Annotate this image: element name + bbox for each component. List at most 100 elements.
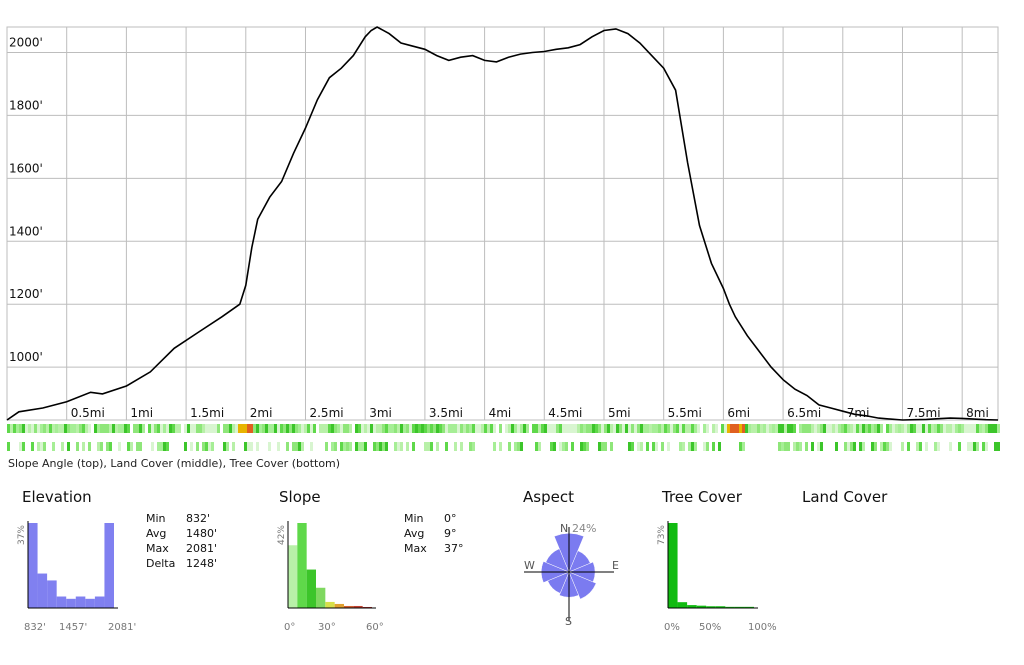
band-cell (898, 424, 901, 433)
band-cell (325, 424, 328, 433)
band-cell (328, 424, 331, 433)
band-cell (115, 424, 118, 433)
band-cell (295, 424, 298, 433)
histogram-max-label: 42% (277, 525, 287, 545)
band-cell (706, 442, 709, 451)
band-cell (895, 424, 898, 433)
aspect-w-label: W (524, 559, 535, 572)
stat-value: 2081' (186, 542, 218, 555)
stat-key: Delta (146, 557, 176, 570)
band-cell (97, 442, 100, 451)
band-cell (442, 424, 445, 433)
band-cell (331, 442, 334, 451)
band-cell (589, 424, 592, 433)
band-cell (205, 424, 208, 433)
band-cell (967, 424, 970, 433)
band-cell (139, 442, 142, 451)
band-cell (994, 424, 997, 433)
band-cell (103, 424, 106, 433)
band-cell (526, 424, 529, 433)
band-cell (46, 424, 49, 433)
band-cell (67, 442, 70, 451)
slope-title: Slope (279, 488, 321, 506)
band-cell (637, 442, 640, 451)
band-cell (340, 424, 343, 433)
band-cell (691, 442, 694, 451)
histogram-bar (744, 606, 754, 608)
band-cell (241, 424, 244, 433)
band-cell (112, 424, 115, 433)
tree-cover-histogram: 73% 0% 50% 100% (657, 521, 777, 633)
band-cell (853, 442, 856, 451)
x-tick-label: 0.5mi (71, 406, 105, 420)
band-cell (664, 424, 667, 433)
band-cell (826, 424, 829, 433)
band-cell (322, 424, 325, 433)
band-cell (571, 424, 574, 433)
band-cell (265, 424, 268, 433)
band-cell (406, 442, 409, 451)
histogram-max-label: 37% (17, 525, 27, 545)
band-cell (325, 442, 328, 451)
x-tick-label: 4mi (489, 406, 512, 420)
x-tick-labels: 0.5mi 1mi 1.5mi 2mi 2.5mi 3mi 3.5mi 4mi 4.5mi 5mi… (71, 406, 989, 420)
band-cell (19, 424, 22, 433)
band-cell (55, 424, 58, 433)
band-cell (358, 442, 361, 451)
band-cell (724, 424, 727, 433)
band-cell (121, 424, 124, 433)
band-cell (967, 442, 970, 451)
band-cell (463, 424, 466, 433)
band-cell (106, 442, 109, 451)
band-cell (520, 442, 523, 451)
histogram-bar (696, 605, 707, 608)
band-cell (565, 424, 568, 433)
histogram-tick-label: 100% (748, 622, 777, 633)
x-tick-label: 1mi (130, 406, 153, 420)
band-cell (583, 442, 586, 451)
band-cell (154, 424, 157, 433)
band-cell (313, 424, 316, 433)
band-cell (874, 442, 877, 451)
band-cell (514, 442, 517, 451)
band-cell (727, 424, 730, 433)
band-cell (739, 442, 742, 451)
band-cell (397, 424, 400, 433)
x-tick-label: 4.5mi (548, 406, 582, 420)
band-cell (970, 442, 973, 451)
band-cell (382, 442, 385, 451)
band-cell (22, 442, 25, 451)
band-cell (919, 442, 922, 451)
band-cell (751, 424, 754, 433)
band-cell (394, 424, 397, 433)
band-cell (877, 424, 880, 433)
band-cell (556, 424, 559, 433)
band-cell (976, 424, 979, 433)
band-cell (190, 424, 193, 433)
band-cell (202, 424, 205, 433)
band-cell (238, 424, 241, 433)
band-cell (511, 424, 514, 433)
band-cell (385, 424, 388, 433)
band-cell (340, 442, 343, 451)
y-tick-label: 1200' (9, 287, 43, 301)
band-cell (124, 424, 127, 433)
band-cell (22, 424, 25, 433)
band-cell (73, 424, 76, 433)
histogram-bar (66, 598, 76, 608)
band-cell (793, 424, 796, 433)
band-cell (259, 424, 262, 433)
band-cell (256, 442, 259, 451)
band-cell (244, 442, 247, 451)
band-cell (646, 442, 649, 451)
band-cell (631, 442, 634, 451)
band-cell (541, 424, 544, 433)
band-cell (802, 424, 805, 433)
band-cell (13, 424, 16, 433)
slope-angle-band (7, 424, 1000, 433)
band-cell (847, 424, 850, 433)
band-cell (82, 442, 85, 451)
band-cell (310, 442, 313, 451)
band-cell (136, 442, 139, 451)
band-cell (550, 442, 553, 451)
